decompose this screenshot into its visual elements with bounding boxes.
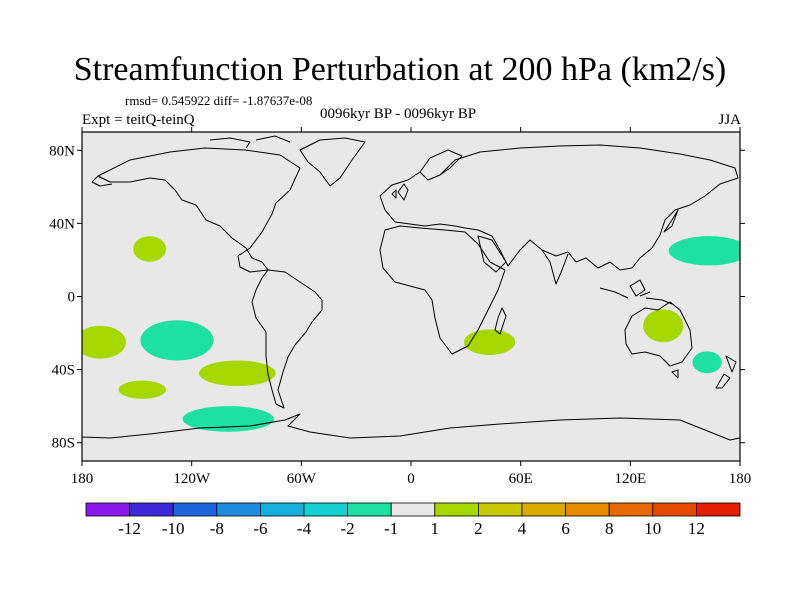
colorbar-swatch bbox=[608, 502, 654, 517]
colorbar: -12 -10 -8 -6 -4 -2 -1 1 2 4 6 8 10 12 bbox=[85, 502, 741, 538]
coastline-scandinavia bbox=[419, 149, 463, 176]
coastline-africa bbox=[379, 225, 506, 355]
coastline-british-isles bbox=[391, 183, 409, 201]
lat-tick-label: 40N bbox=[49, 216, 75, 232]
coastline-arabia bbox=[477, 235, 507, 273]
colorbar-swatch bbox=[652, 502, 697, 517]
coastline-antarctica bbox=[82, 413, 740, 441]
lat-tick-label: 40S bbox=[52, 363, 75, 379]
lon-tick-label: 120E bbox=[614, 471, 646, 487]
coastline-new-zealand bbox=[715, 355, 737, 389]
colorbar-swatch bbox=[172, 502, 218, 517]
rmsd-diff-stats: rmsd= 0.545922 diff= -1.87637e-08 bbox=[125, 93, 313, 108]
colorbar-swatch bbox=[434, 502, 479, 517]
anomaly-n-pacific-positive bbox=[133, 236, 167, 262]
lon-tick-label: 0 bbox=[407, 471, 415, 487]
colorbar-label: -4 bbox=[297, 519, 312, 538]
colorbar-swatch bbox=[521, 502, 566, 517]
colorbar-label: -2 bbox=[341, 519, 355, 538]
map-axes: 80N 40N 0 40S 80S 180 120W 60W 0 60E 120E 180 bbox=[49, 127, 751, 487]
colorbar-label: 6 bbox=[561, 519, 570, 538]
coastline-indonesia bbox=[599, 279, 673, 305]
coastlines bbox=[82, 135, 740, 441]
colorbar-swatch bbox=[565, 502, 610, 517]
colorbar-swatch bbox=[347, 502, 392, 517]
colorbar-label: 8 bbox=[605, 519, 614, 538]
plot-title: Streamfunction Perturbation at 200 hPa (… bbox=[73, 51, 727, 88]
coastline-madagascar bbox=[494, 307, 507, 335]
colorbar-swatch bbox=[303, 502, 348, 517]
anomaly-s-indian-positive bbox=[464, 329, 516, 355]
colorbar-swatch bbox=[259, 502, 305, 517]
coastline-canada-arctic bbox=[209, 135, 291, 149]
lat-tick-label: 0 bbox=[68, 290, 76, 306]
anomaly-s-pacific-west-positive bbox=[82, 325, 126, 359]
colorbar-label: -12 bbox=[118, 519, 141, 538]
colorbar-label: -8 bbox=[210, 519, 224, 538]
anomaly-tasman-sea-negative bbox=[692, 351, 722, 374]
colorbar-label: 12 bbox=[688, 519, 705, 538]
lon-tick-label: 120W bbox=[173, 471, 211, 487]
colorbar-label: -10 bbox=[162, 519, 185, 538]
colorbar-swatch bbox=[216, 502, 261, 517]
colorbar-label: -1 bbox=[384, 519, 398, 538]
season-label: JJA bbox=[718, 112, 741, 128]
time-period-label: 0096kyr BP - 0096kyr BP bbox=[320, 106, 477, 122]
coastline-north-america bbox=[97, 147, 301, 273]
lat-tick-label: 80S bbox=[52, 436, 75, 452]
coastline-south-america bbox=[251, 269, 323, 409]
colorbar-swatch bbox=[129, 502, 174, 517]
anomaly-australia-positive bbox=[643, 309, 684, 343]
coastline-alaska bbox=[91, 175, 113, 187]
coastline-japan bbox=[663, 209, 679, 233]
colorbar-swatch bbox=[85, 502, 130, 517]
experiment-label: Expt = teitQ-teinQ bbox=[82, 112, 195, 128]
anomaly-southern-ocean-negative bbox=[182, 406, 274, 432]
anomaly-layer bbox=[82, 236, 740, 432]
lon-tick-label: 180 bbox=[71, 471, 94, 487]
anomaly-nw-pacific-negative bbox=[668, 236, 740, 266]
colorbar-label: 2 bbox=[474, 519, 483, 538]
lon-tick-label: 180 bbox=[729, 471, 752, 487]
coastline-india bbox=[541, 249, 569, 285]
lon-tick-label: 60W bbox=[287, 471, 317, 487]
colorbar-swatch bbox=[477, 502, 523, 517]
coastline-greenland bbox=[299, 137, 366, 187]
lat-tick-label: 80N bbox=[49, 143, 75, 159]
anomaly-s-pacific-central-negative bbox=[140, 320, 214, 361]
colorbar-label: 1 bbox=[431, 519, 440, 538]
colorbar-label: -6 bbox=[253, 519, 267, 538]
colorbar-label: 10 bbox=[644, 519, 661, 538]
coastline-eurasia bbox=[379, 144, 739, 271]
colorbar-swatch bbox=[696, 502, 741, 517]
lon-tick-label: 60E bbox=[509, 471, 533, 487]
anomaly-s-pacific-south-positive bbox=[118, 380, 167, 399]
coastline-tasmania bbox=[671, 369, 679, 379]
colorbar-label: 4 bbox=[518, 519, 527, 538]
map-background bbox=[82, 132, 740, 461]
coastline-australia bbox=[624, 301, 693, 367]
anomaly-se-pacific-positive bbox=[198, 360, 276, 387]
colorbar-swatch bbox=[390, 502, 436, 517]
